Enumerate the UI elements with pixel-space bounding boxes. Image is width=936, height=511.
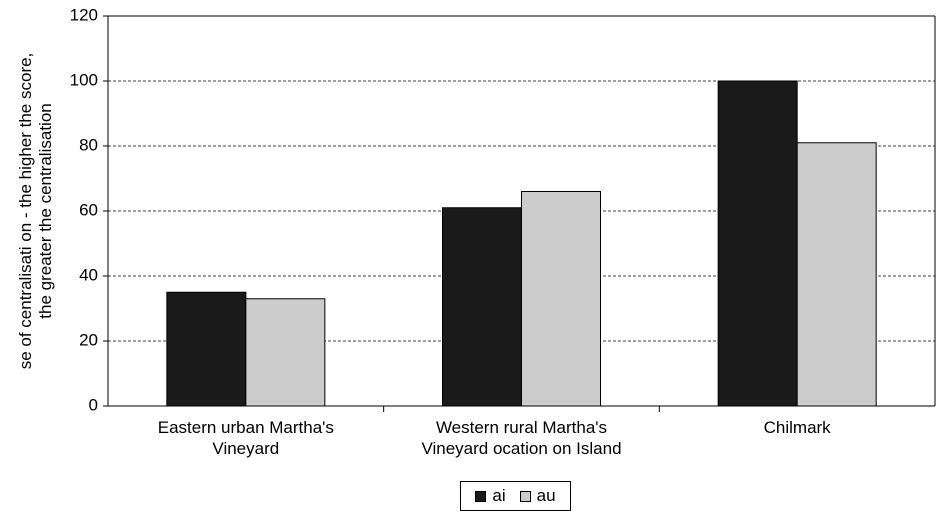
chart: 0 20 40 60 80 100 120 xyxy=(70,5,936,414)
y-tick-label: 0 xyxy=(89,395,98,414)
bar xyxy=(166,291,247,407)
x-tick-label: Chilmark xyxy=(763,418,831,437)
y-tick-label: 100 xyxy=(70,70,98,89)
bar xyxy=(245,298,326,407)
legend-label: ai xyxy=(492,486,506,505)
y-axis-label-line: se of centralisati on - the higher the s… xyxy=(16,52,35,370)
legend-swatch xyxy=(519,491,531,503)
y-tick-label: 60 xyxy=(79,200,98,219)
y-axis-label: se of centralisati on - the higher the s… xyxy=(16,1,56,421)
x-tick-label: Eastern urban Martha's Vineyard xyxy=(157,418,334,458)
y-tick-label: 80 xyxy=(79,135,98,154)
y-axis-label-line: the greater the centralisation xyxy=(36,103,55,319)
y-tick-label: 120 xyxy=(70,5,98,24)
legend-item: ai xyxy=(475,486,506,506)
bar xyxy=(521,191,601,407)
x-tick-label: Western rural Martha's Vineyard ocation … xyxy=(421,418,622,458)
legend-swatch xyxy=(475,491,487,503)
y-tick-label: 40 xyxy=(79,265,98,284)
bar xyxy=(796,142,877,407)
y-tick-label: 20 xyxy=(79,330,98,349)
legend-item: au xyxy=(519,486,556,506)
bar xyxy=(442,207,522,407)
legend-label: au xyxy=(536,486,556,505)
bar xyxy=(717,80,798,407)
